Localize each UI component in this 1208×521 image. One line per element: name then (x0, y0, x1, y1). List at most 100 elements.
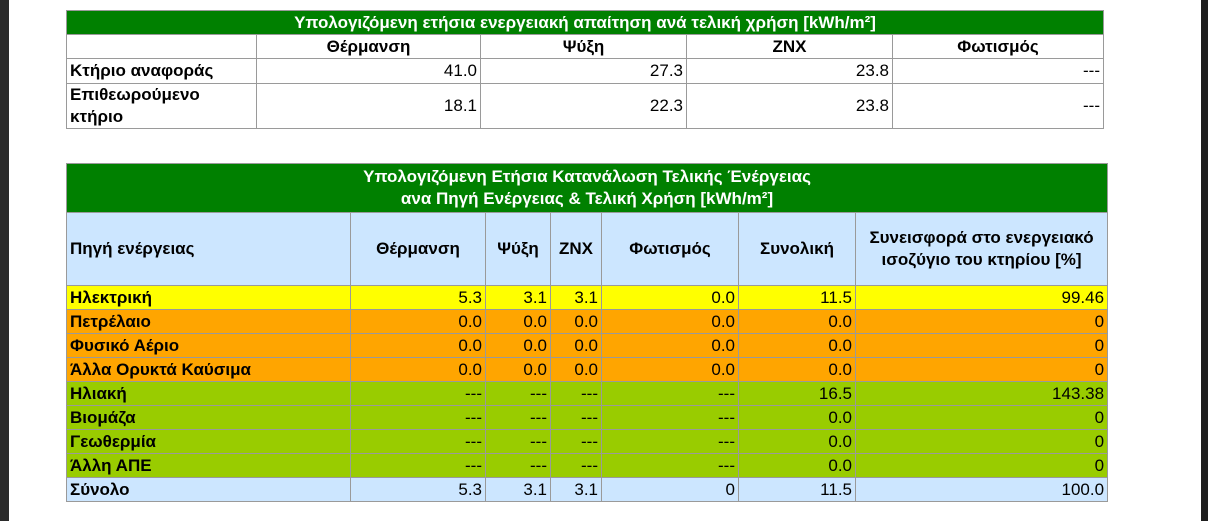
header-lighting: Φωτισμός (601, 212, 739, 286)
cell-value: 0.0 (738, 453, 856, 478)
cell-value: 23.8 (686, 58, 893, 84)
consumption-title-line1: Υπολογιζόμενη Ετήσια Κατανάλωση Τελικής … (363, 167, 811, 186)
table-row: Σύνολο 5.3 3.1 3.1 0 11.5 100.0 (66, 477, 1109, 502)
cell-value: 11.5 (738, 477, 856, 502)
row-label: Ηλιακή (66, 381, 351, 406)
cell-value: --- (350, 429, 486, 454)
demand-header-blank (66, 34, 257, 59)
cell-value: 0 (854, 405, 1109, 430)
demand-header-cooling: Ψύξη (480, 34, 687, 59)
row-label: Φυσικό Αέριο (66, 333, 351, 358)
demand-table-title: Υπολογιζόμενη ετήσια ενεργειακή απαίτηση… (66, 10, 1104, 35)
row-label: Σύνολο (66, 477, 351, 502)
cell-value: 3.1 (485, 477, 551, 502)
cell-value: 0 (854, 429, 1109, 454)
row-label: Κτήριο αναφοράς (66, 58, 257, 84)
demand-header-dhw: ZNX (686, 34, 893, 59)
cell-value: 0.0 (738, 357, 856, 382)
cell-value: --- (485, 453, 551, 478)
cell-value: 0.0 (485, 333, 551, 358)
cell-value: 0.0 (601, 357, 739, 382)
cell-value: 0 (854, 309, 1109, 334)
cell-value: --- (892, 83, 1104, 129)
right-window-edge (1201, 0, 1208, 521)
cell-value: 0.0 (738, 405, 856, 430)
cell-value: 0 (854, 333, 1109, 358)
cell-value: 99.46 (854, 285, 1109, 310)
cell-value: --- (601, 405, 739, 430)
cell-value: 3.1 (550, 285, 602, 310)
table-row: Κτήριο αναφοράς 41.0 27.3 23.8 --- (66, 58, 1104, 84)
consumption-title-line2: ανα Πηγή Ενέργειας & Τελική Χρήση [kWh/m… (400, 189, 774, 208)
cell-value: 0.0 (738, 309, 856, 334)
cell-value: 0.0 (601, 309, 739, 334)
consumption-table-title: Υπολογιζόμενη Ετήσια Κατανάλωση Τελικής … (65, 163, 1109, 213)
cell-value: 0.0 (738, 429, 856, 454)
cell-value: 0 (854, 453, 1109, 478)
cell-value: 0.0 (550, 309, 602, 334)
table-row: Επιθεωρούμενο κτήριο 18.1 22.3 23.8 --- (66, 83, 1104, 129)
cell-value: --- (350, 405, 486, 430)
row-label: Γεωθερμία (66, 429, 351, 454)
cell-value: 0.0 (601, 333, 739, 358)
cell-value: 11.5 (738, 285, 856, 310)
demand-header-lighting: Φωτισμός (892, 34, 1104, 59)
cell-value: 23.8 (686, 83, 893, 129)
cell-value: 0.0 (485, 357, 551, 382)
cell-value: 143.38 (854, 381, 1109, 406)
header-heating: Θέρμανση (350, 212, 486, 286)
cell-value: --- (485, 429, 551, 454)
cell-value: 3.1 (485, 285, 551, 310)
cell-value: 41.0 (256, 58, 481, 84)
table-row: Άλλα Ορυκτά Καύσιμα 0.0 0.0 0.0 0.0 0.0 0 (66, 357, 1109, 382)
cell-value: 3.1 (550, 477, 602, 502)
cell-value: --- (350, 453, 486, 478)
energy-demand-table: Υπολογιζόμενη ετήσια ενεργειακή απαίτηση… (66, 10, 1104, 129)
cell-value: 0 (601, 477, 739, 502)
cell-value: 5.3 (350, 285, 486, 310)
cell-value: 0.0 (550, 333, 602, 358)
cell-value: --- (601, 453, 739, 478)
cell-value: --- (601, 381, 739, 406)
footnote-text (66, 515, 266, 521)
cell-value: --- (485, 405, 551, 430)
row-label: Άλλα Ορυκτά Καύσιμα (66, 357, 351, 382)
table-row: Ηλιακή --- --- --- --- 16.5 143.38 (66, 381, 1109, 406)
table-row: Βιομάζα --- --- --- --- 0.0 0 (66, 405, 1109, 430)
table-row: Άλλη ΑΠΕ --- --- --- --- 0.0 0 (66, 453, 1109, 478)
row-label: Άλλη ΑΠΕ (66, 453, 351, 478)
cell-value: --- (892, 58, 1104, 84)
energy-consumption-table: Υπολογιζόμενη Ετήσια Κατανάλωση Τελικής … (65, 163, 1109, 502)
row-label: Επιθεωρούμενο κτήριο (66, 83, 257, 129)
cell-value: 0.0 (350, 309, 486, 334)
cell-value: 0.0 (738, 333, 856, 358)
cell-value: 0.0 (350, 357, 486, 382)
header-dhw: ZNX (550, 212, 602, 286)
cell-value: 0 (854, 357, 1109, 382)
cell-value: --- (601, 429, 739, 454)
cell-value: 0.0 (350, 333, 486, 358)
cell-value: --- (350, 381, 486, 406)
demand-header-heating: Θέρμανση (256, 34, 481, 59)
cell-value: 27.3 (480, 58, 687, 84)
row-label: Ηλεκτρική (66, 285, 351, 310)
cell-value: 100.0 (854, 477, 1109, 502)
table-row: Γεωθερμία --- --- --- --- 0.0 0 (66, 429, 1109, 454)
left-window-edge (0, 0, 9, 521)
header-source: Πηγή ενέργειας (66, 212, 351, 286)
row-label: Βιομάζα (66, 405, 351, 430)
cell-value: --- (550, 405, 602, 430)
table-row: Πετρέλαιο 0.0 0.0 0.0 0.0 0.0 0 (66, 309, 1109, 334)
cell-value: --- (550, 453, 602, 478)
header-cooling: Ψύξη (485, 212, 551, 286)
cell-value: --- (550, 429, 602, 454)
table-row: Φυσικό Αέριο 0.0 0.0 0.0 0.0 0.0 0 (66, 333, 1109, 358)
cell-value: 0.0 (601, 285, 739, 310)
cell-value: 5.3 (350, 477, 486, 502)
table-row: Ηλεκτρική 5.3 3.1 3.1 0.0 11.5 99.46 (66, 285, 1109, 310)
cell-value: 0.0 (485, 309, 551, 334)
header-contribution: Συνεισφορά στο ενεργειακό ισοζύγιο του κ… (854, 212, 1109, 286)
cell-value: 18.1 (256, 83, 481, 129)
cell-value: 0.0 (550, 357, 602, 382)
cell-value: 16.5 (738, 381, 856, 406)
